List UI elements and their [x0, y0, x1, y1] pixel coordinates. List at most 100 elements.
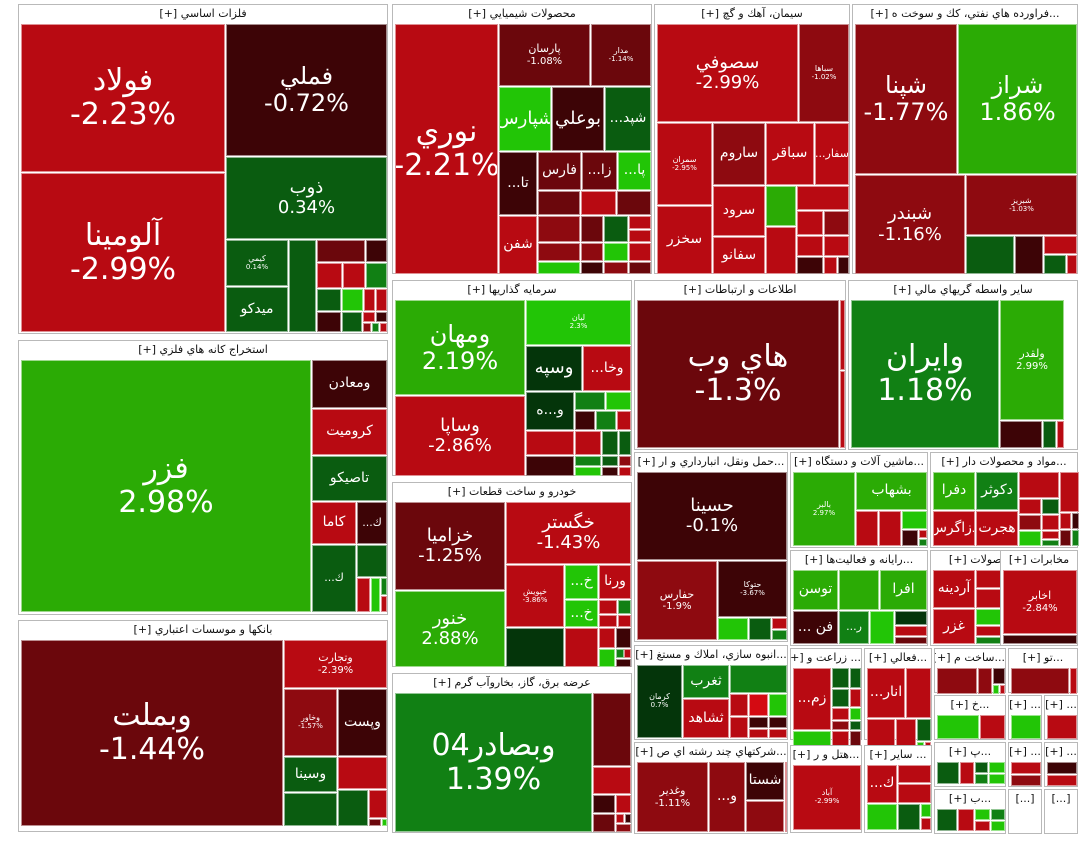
sector-title[interactable]: ...انبوه سازي، املاك و مستغ [+]: [635, 646, 787, 664]
stock-tile[interactable]: [975, 821, 990, 831]
stock-tile[interactable]: وبصادر04 1.39%: [395, 693, 592, 832]
stock-tile[interactable]: [989, 774, 1005, 784]
stock-tile[interactable]: فزر 2.98%: [21, 360, 311, 612]
stock-tile[interactable]: خپويش -3.86%: [506, 565, 564, 627]
stock-tile[interactable]: [575, 467, 601, 476]
stock-tile[interactable]: [629, 262, 651, 274]
stock-tile[interactable]: ك...: [357, 502, 387, 544]
stock-tile[interactable]: [366, 240, 387, 262]
stock-tile[interactable]: [919, 539, 927, 546]
stock-tile[interactable]: شپنا -1.77%: [855, 24, 957, 174]
stock-tile[interactable]: [766, 186, 796, 226]
stock-tile[interactable]: [898, 804, 920, 830]
sector-title[interactable]: سرمايه گذاريها [+]: [393, 281, 631, 299]
stock-tile[interactable]: وساپا -2.86%: [395, 396, 525, 476]
stock-tile[interactable]: [797, 211, 823, 235]
stock-tile[interactable]: [824, 257, 837, 274]
stock-tile[interactable]: [937, 809, 957, 831]
sector-misc-c[interactable]: ... [+]: [1008, 742, 1042, 787]
stock-tile[interactable]: خگستر -1.43%: [506, 502, 631, 564]
stock-tile[interactable]: [898, 784, 931, 803]
sector-title[interactable]: ...فراورده هاي نفتي، كك و سوخت ه [+]: [853, 5, 1077, 23]
stock-tile[interactable]: خزاميا -1.25%: [395, 502, 505, 590]
stock-tile[interactable]: [832, 689, 849, 707]
stock-tile[interactable]: [575, 392, 605, 410]
stock-tile[interactable]: [599, 628, 615, 648]
stock-tile[interactable]: [975, 774, 988, 784]
stock-tile[interactable]: [593, 693, 631, 766]
stock-tile[interactable]: [975, 809, 990, 820]
sector-auto-parts[interactable]: خودرو و ساخت قطعات [+] خزاميا -1.25% خنور 2.…: [392, 482, 632, 667]
stock-tile[interactable]: [604, 243, 628, 261]
stock-tile[interactable]: [1060, 472, 1079, 512]
stock-tile[interactable]: [596, 411, 616, 430]
sector-misc-a[interactable]: ... [+]: [1008, 695, 1042, 740]
stock-tile[interactable]: [797, 236, 823, 256]
stock-tile[interactable]: [366, 263, 387, 288]
stock-tile[interactable]: هجرت: [976, 511, 1018, 546]
stock-tile[interactable]: [1011, 715, 1041, 739]
stock-tile[interactable]: [602, 467, 618, 476]
stock-tile[interactable]: [538, 191, 580, 215]
stock-tile[interactable]: بالبر 2.97%: [793, 472, 855, 546]
sector-transport-warehousing[interactable]: ...حمل ونقل، انبارداري و ار [+] حسينا -0.1…: [634, 452, 788, 642]
sector-title[interactable]: ...حمل ونقل، انبارداري و ار [+]: [635, 453, 787, 471]
sector-title[interactable]: ... زراعت و [+]: [791, 649, 861, 667]
sector-misc-kh[interactable]: ...خ [+]: [934, 695, 1006, 740]
sector-title[interactable]: محصولات شيميايي [+]: [393, 5, 651, 23]
stock-tile[interactable]: [772, 630, 787, 640]
stock-tile[interactable]: [769, 694, 787, 716]
sector-tobacco[interactable]: ...تو [+]: [1008, 648, 1078, 694]
sector-petroleum-products[interactable]: ...فراورده هاي نفتي، كك و سوخت ه [+] شپنا…: [852, 4, 1078, 274]
stock-tile[interactable]: ثغرب: [683, 665, 729, 698]
stock-tile[interactable]: سخزر: [657, 206, 712, 274]
stock-tile[interactable]: [937, 668, 977, 694]
stock-tile[interactable]: ميدكو: [226, 287, 288, 332]
stock-tile[interactable]: [1060, 530, 1071, 546]
stock-tile[interactable]: [730, 717, 748, 738]
stock-tile[interactable]: [616, 824, 631, 832]
stock-tile[interactable]: [616, 795, 631, 813]
stock-tile[interactable]: [593, 814, 615, 832]
stock-tile[interactable]: [1011, 775, 1041, 786]
stock-tile[interactable]: پارسان -1.08%: [499, 24, 590, 86]
stock-tile[interactable]: [376, 289, 387, 311]
stock-tile[interactable]: [538, 243, 580, 261]
stock-tile[interactable]: [616, 649, 624, 658]
stock-tile[interactable]: نوري -2.21%: [395, 24, 498, 274]
stock-tile[interactable]: ورنا: [599, 565, 631, 599]
stock-tile[interactable]: [581, 243, 603, 261]
stock-tile[interactable]: توسن: [793, 570, 838, 610]
stock-tile[interactable]: [746, 801, 784, 832]
stock-tile[interactable]: [342, 289, 363, 311]
sector-title[interactable]: ...فعالي [+]: [865, 649, 931, 667]
stock-tile[interactable]: [749, 729, 768, 738]
stock-tile[interactable]: [604, 216, 628, 242]
stock-tile[interactable]: [1070, 668, 1077, 694]
stock-tile[interactable]: بوعلي: [552, 87, 604, 151]
stock-tile[interactable]: فولاد -2.23%: [21, 24, 225, 172]
sector-title[interactable]: ... [+]: [1009, 743, 1041, 761]
stock-tile[interactable]: [1044, 236, 1077, 254]
stock-tile[interactable]: [565, 628, 598, 667]
stock-tile[interactable]: [599, 649, 615, 667]
stock-tile[interactable]: [1047, 762, 1077, 774]
stock-tile[interactable]: ليان 2.3%: [526, 300, 631, 345]
stock-tile[interactable]: فملي -0.72%: [226, 24, 387, 156]
stock-tile[interactable]: [372, 323, 379, 332]
stock-tile[interactable]: [629, 216, 651, 229]
stock-tile[interactable]: سباقر: [766, 123, 814, 185]
stock-tile[interactable]: زا...: [582, 152, 617, 190]
sector-title[interactable]: ...ماشين آلات و دستگاه [+]: [791, 453, 927, 471]
stock-tile[interactable]: [960, 762, 974, 784]
stock-tile[interactable]: دكوثر: [976, 472, 1018, 510]
stock-tile[interactable]: [749, 618, 771, 640]
stock-tile[interactable]: [619, 431, 631, 455]
stock-tile[interactable]: [616, 659, 631, 667]
stock-tile[interactable]: ك...: [867, 765, 897, 803]
sector-title[interactable]: ...تو [+]: [1009, 649, 1077, 667]
sector-title[interactable]: ...شركتهاي چند رشته اي ص [+]: [635, 743, 787, 761]
stock-tile[interactable]: [1042, 515, 1059, 530]
stock-tile[interactable]: [338, 757, 387, 789]
stock-tile[interactable]: وخا...: [583, 346, 631, 391]
